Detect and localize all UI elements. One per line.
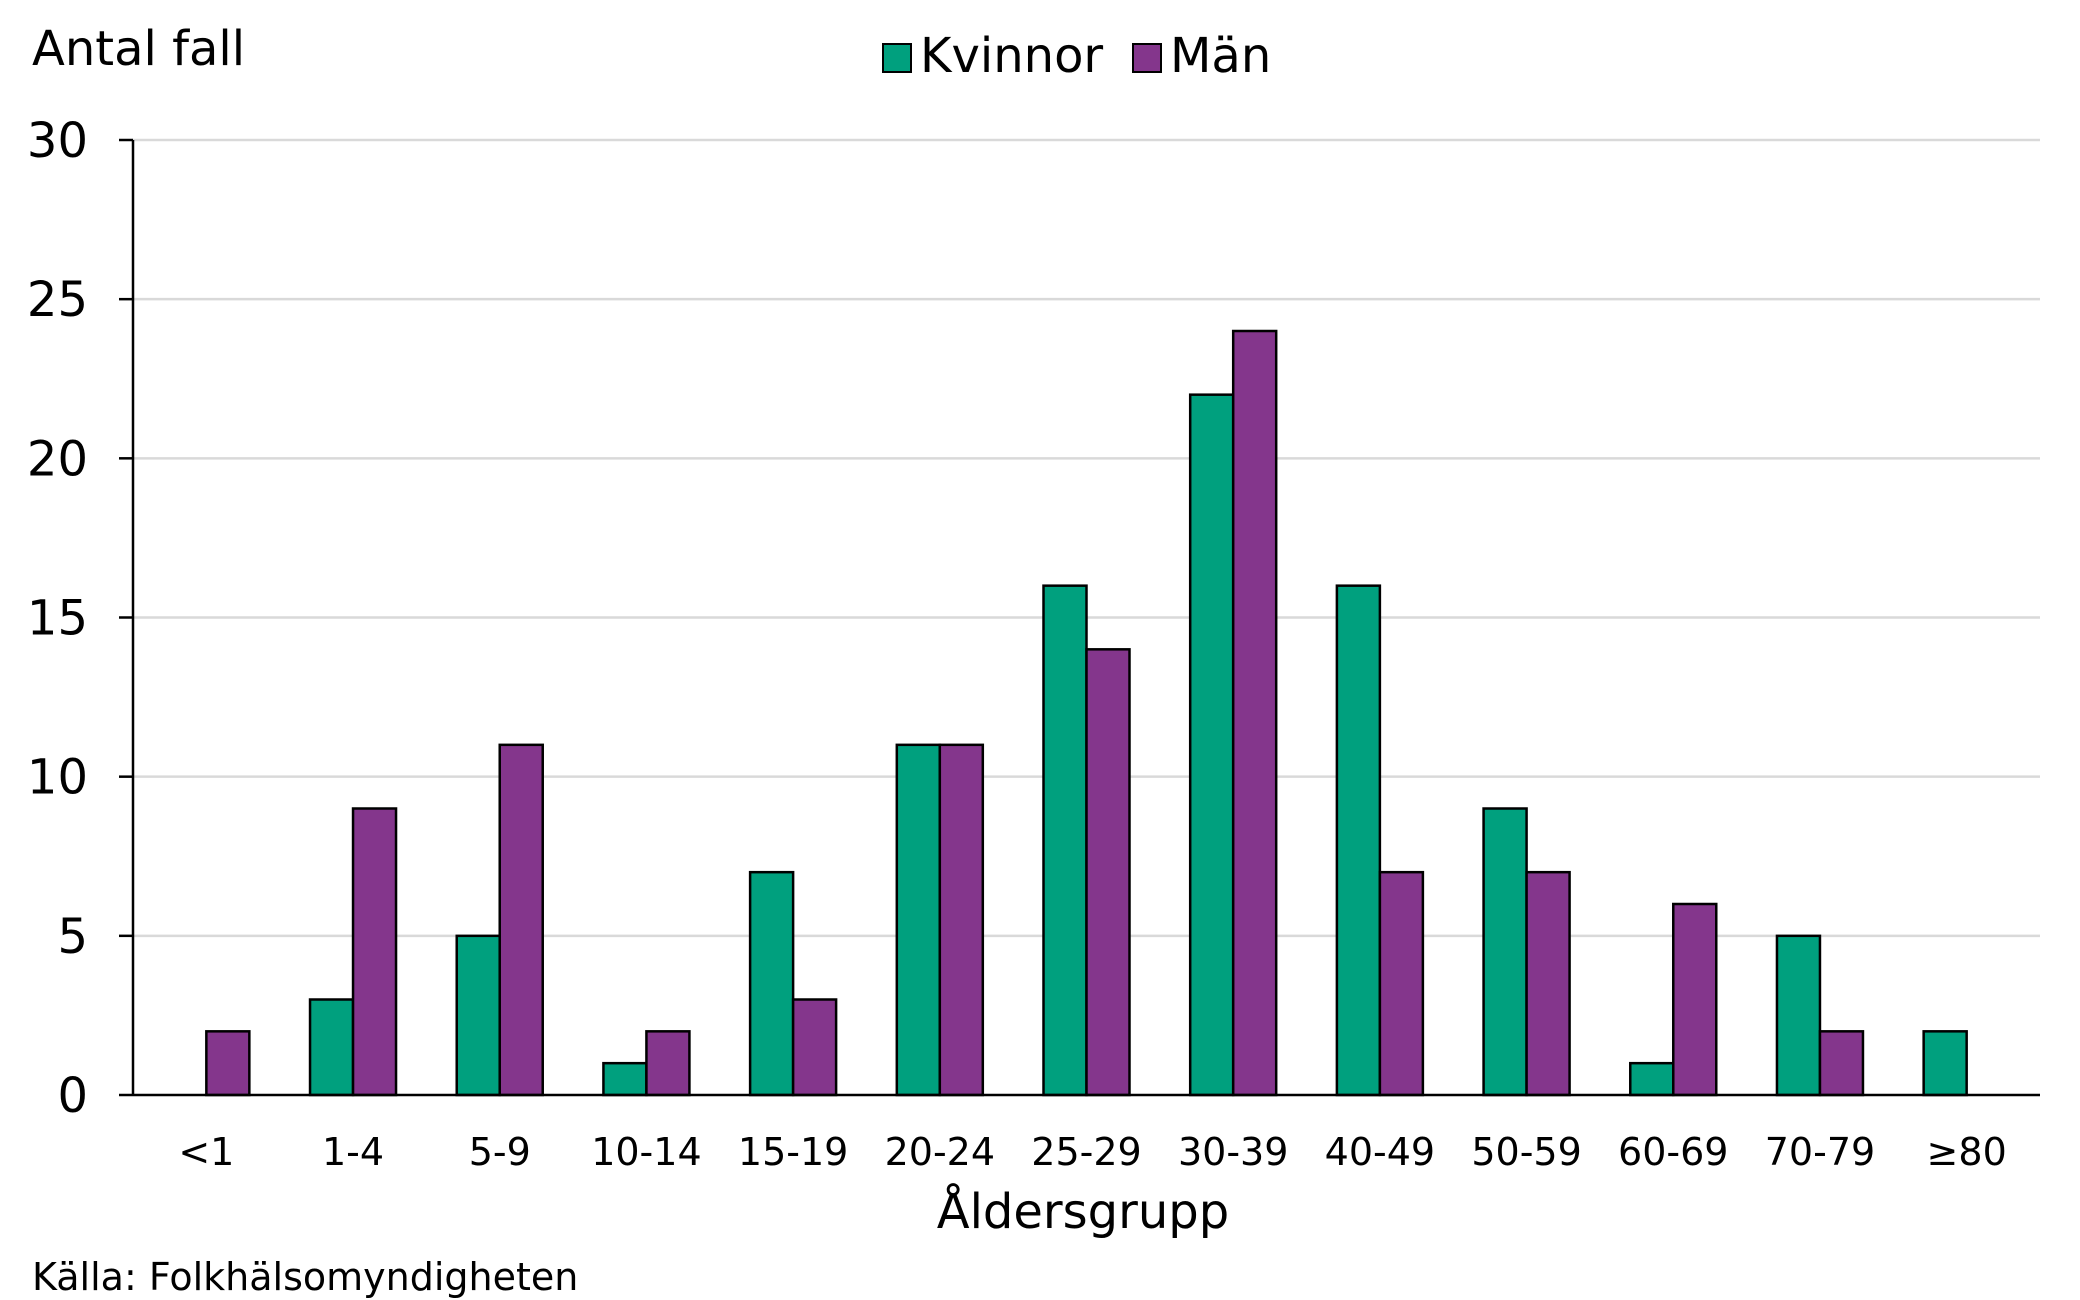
bar-man-3 <box>645 1030 691 1097</box>
y-tick-label: 15 <box>27 591 88 647</box>
y-tick-label: 10 <box>27 750 88 806</box>
bar-kvinnor-9 <box>1482 807 1528 1097</box>
bar-kvinnor-10 <box>1629 1061 1675 1097</box>
y-axis-title: Antal fall <box>32 21 245 77</box>
bar-kvinnor-2 <box>455 934 501 1097</box>
y-tick-label: 20 <box>27 431 88 487</box>
y-axis-ticks: 0 5 10 15 20 25 30 <box>27 113 133 1124</box>
legend-label-kvinnor: Kvinnor <box>920 28 1103 84</box>
x-tick-label: ≥80 <box>1927 1130 2007 1174</box>
source-note: Källa: Folkhälsomyndigheten <box>32 1255 578 1299</box>
bar-kvinnor-11 <box>1775 934 1822 1097</box>
bar-man-6 <box>1085 648 1131 1097</box>
x-tick-label: <1 <box>178 1130 234 1174</box>
legend-label-man: Män <box>1170 28 1271 84</box>
bars <box>205 329 1968 1097</box>
legend-swatch-man <box>1132 43 1162 73</box>
axes <box>131 140 2040 1097</box>
bar-kvinnor-3 <box>602 1061 648 1097</box>
bar-man-7 <box>1231 329 1278 1097</box>
x-tick-label: 50-59 <box>1471 1130 1581 1174</box>
bar-man-9 <box>1525 870 1571 1097</box>
x-axis-ticks: <1 1-4 5-9 10-14 15-19 20-24 25-29 30-39 40-49 50… <box>178 1130 2006 1174</box>
bar-man-8 <box>1378 870 1425 1097</box>
bar-man-4 <box>791 998 838 1097</box>
x-tick-label: 20-24 <box>885 1130 995 1174</box>
x-tick-label: 70-79 <box>1765 1130 1875 1174</box>
bar-kvinnor-1 <box>308 998 355 1097</box>
bar-man-5 <box>938 743 985 1097</box>
bar-man-11 <box>1818 1030 1865 1097</box>
x-axis-title: Åldersgrupp <box>937 1183 1229 1240</box>
x-tick-label: 10-14 <box>591 1130 701 1174</box>
x-tick-label: 1-4 <box>322 1130 384 1174</box>
bar-kvinnor-7 <box>1188 393 1235 1097</box>
bar-kvinnor-12 <box>1922 1030 1968 1097</box>
x-tick-label: 60-69 <box>1618 1130 1728 1174</box>
bar-man-1 <box>351 807 398 1097</box>
x-tick-label: 15-19 <box>738 1130 848 1174</box>
legend-swatch-kvinnor <box>882 43 912 73</box>
bar-man-10 <box>1672 902 1718 1097</box>
x-tick-label: 40-49 <box>1325 1130 1435 1174</box>
y-tick-label: 0 <box>57 1068 88 1124</box>
y-tick-label: 25 <box>27 272 88 328</box>
bar-man-2 <box>498 743 544 1097</box>
y-tick-label: 30 <box>27 113 88 169</box>
y-tick-label: 5 <box>57 909 88 965</box>
bar-kvinnor-4 <box>748 870 795 1097</box>
x-tick-label: 30-39 <box>1178 1130 1288 1174</box>
legend: Kvinnor Män <box>882 28 1271 84</box>
bar-kvinnor-5 <box>895 743 942 1097</box>
bar-kvinnor-6 <box>1042 584 1088 1097</box>
x-tick-label: 5-9 <box>469 1130 531 1174</box>
x-tick-label: 25-29 <box>1031 1130 1141 1174</box>
bar-kvinnor-8 <box>1335 584 1382 1097</box>
bar-man-0 <box>205 1030 251 1097</box>
